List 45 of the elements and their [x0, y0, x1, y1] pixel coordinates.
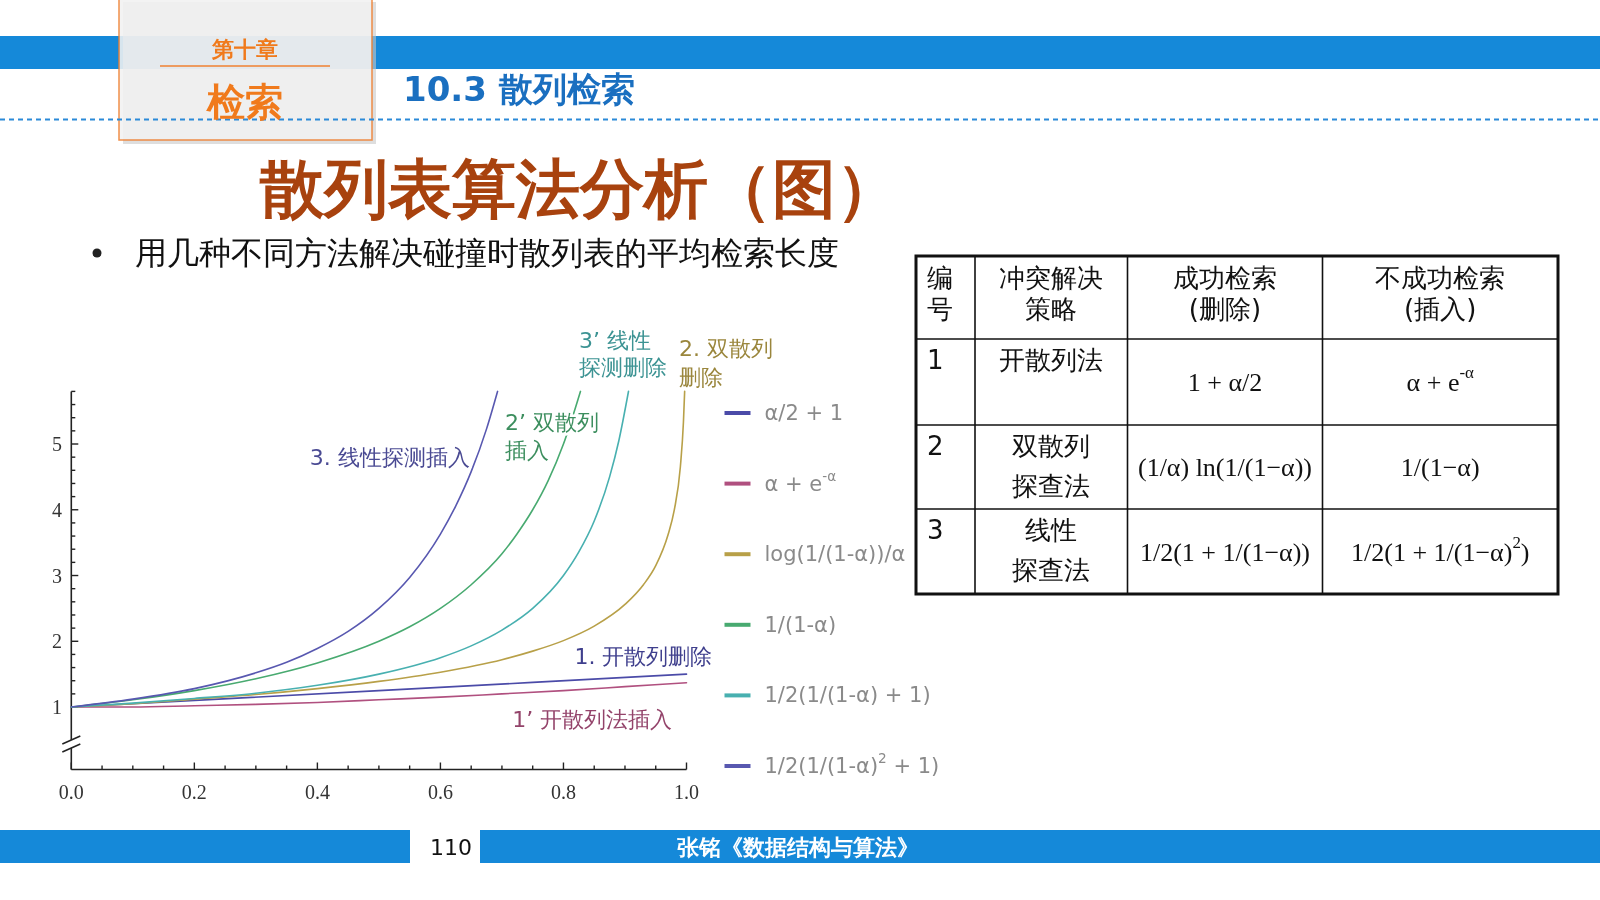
y-tick-label: 4	[52, 498, 62, 521]
y-tick-label: 2	[52, 630, 62, 653]
text: 开散列法	[999, 345, 1104, 375]
text: 1 + α/2	[1187, 367, 1263, 397]
annotation: 3. 线性探测插入	[309, 444, 470, 470]
legend-label: α + e$^{-α}$	[764, 467, 837, 496]
x-tick-label: 0.6	[427, 781, 453, 803]
category-label: 冲突解决策略	[999, 263, 1104, 324]
x-tick-label: 0.0	[58, 781, 84, 803]
x-tick-label: 0.8	[550, 781, 576, 803]
legend-label: α/2 + 1	[764, 401, 844, 425]
text: 第十章	[211, 36, 278, 62]
text: 检索	[206, 80, 283, 124]
legend-label: 1/2(1/(1-α) + 1)	[764, 683, 931, 708]
annotation: 2. 双散列删除	[679, 335, 774, 390]
text: 3	[927, 515, 944, 545]
text: 10.3 散列检索	[403, 69, 635, 109]
legend-label: log(1/(1-α))/α	[764, 542, 906, 567]
text: 1/2(1 + 1/(1−α))	[1139, 537, 1311, 566]
text: α + e$^{-α}$	[1406, 363, 1474, 397]
text: 双散列探查法	[1012, 431, 1091, 501]
text: 张铭《数据结构与算法》	[677, 834, 919, 860]
text: 线性探查法	[1012, 515, 1091, 585]
category-label: 编号	[927, 263, 953, 324]
x-tick-label: 1.0	[674, 781, 699, 803]
y-tick-label: 1	[52, 696, 62, 719]
category-label: 成功检索(删除)	[1173, 263, 1277, 324]
category-label: 不成功检索(插入)	[1375, 263, 1506, 324]
legend-label: 1/2(1/(1-α)$^{2}$ + 1)	[764, 750, 940, 778]
text: 2	[927, 431, 944, 461]
annotation: 3’ 线性探测删除	[578, 327, 667, 380]
y-tick-label: 5	[52, 433, 62, 456]
text: 110	[430, 834, 472, 860]
annotation: 1’ 开散列法插入	[512, 706, 673, 732]
x-tick-label: 0.2	[181, 781, 207, 803]
text: 1	[927, 345, 944, 375]
annotation: 1. 开散列删除	[574, 643, 713, 669]
chart-subtitle: 用几种不同方法解决碰撞时散列表的平均检索长度	[135, 234, 839, 272]
x-tick-label: 0.4	[304, 781, 330, 803]
chart-title: 散列表算法分析（图）	[259, 152, 900, 226]
text: 1/2(1 + 1/(1−α)$^{2}$)	[1351, 532, 1530, 566]
text: 1/(1−α)	[1400, 452, 1480, 482]
text: (1/α) ln(1/(1−α))	[1137, 452, 1313, 482]
legend-label: 1/(1-α)	[764, 612, 837, 637]
y-tick-label: 3	[52, 564, 62, 587]
